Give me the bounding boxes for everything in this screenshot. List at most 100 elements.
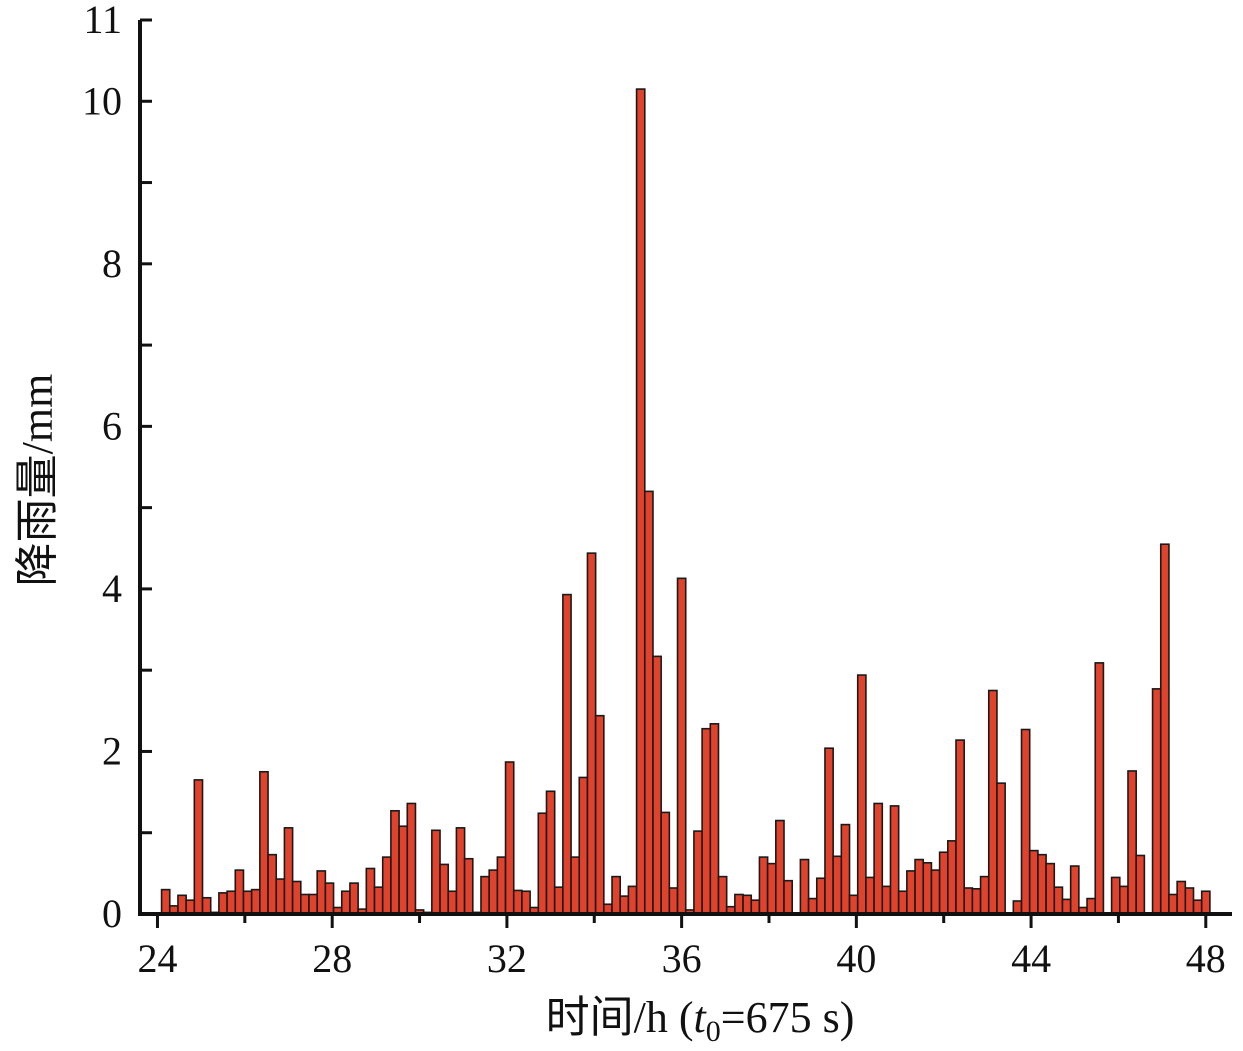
bar-37 [463,857,474,915]
bar-106 [1028,849,1039,915]
bar-87 [873,802,884,915]
bar-108 [1045,862,1056,915]
x-axis-title: 时间/h (t0=675 s) [546,993,855,1048]
bar-66 [701,727,712,915]
bar-55 [611,875,622,915]
bar-84 [848,894,859,915]
bar-122 [1159,543,1170,915]
bar-116 [1110,876,1121,915]
bar-70 [734,893,744,915]
bar-39 [480,875,490,915]
bar-79 [807,897,818,915]
bar-124 [1176,880,1187,915]
bar-48 [553,886,564,915]
bar-20 [324,882,335,915]
bar-119 [1135,854,1146,915]
bar-30 [406,802,417,915]
bar-16 [291,880,302,915]
bar-4 [193,779,204,915]
bar-2 [177,894,187,915]
bar-series [160,88,1211,915]
bar-40 [488,869,499,915]
bar-8 [226,890,237,915]
x-tick-label: 32 [487,936,527,981]
bar-18 [308,893,318,915]
bar-101 [987,689,998,915]
bar-26 [373,886,384,915]
bar-72 [750,899,761,915]
bar-35 [447,890,458,915]
bar-47 [545,790,556,915]
bar-11 [250,888,261,915]
bar-3 [185,899,196,915]
bar-58 [635,88,646,915]
bar-83 [840,823,851,915]
bar-111 [1069,865,1080,915]
x-axis-ticks: 24 28 32 36 40 44 48 [137,914,1226,981]
bar-36 [455,827,466,915]
bar-89 [889,805,900,915]
x-tick-label: 48 [1186,936,1226,981]
bar-23 [349,882,359,915]
bar-10 [242,890,253,915]
bar-90 [897,890,908,915]
bar-85 [856,674,867,915]
x-axis-title-main: 时间/h ( [546,993,694,1042]
x-axis-title-sub: 0 [706,1015,721,1048]
bar-127 [1200,890,1211,915]
bar-117 [1119,885,1129,915]
bar-43 [512,889,523,915]
bar-52 [586,552,597,915]
bar-12 [259,770,269,915]
bar-27 [381,856,392,915]
bar-73 [758,856,769,915]
x-tick-label: 28 [312,936,352,981]
bar-76 [783,879,794,915]
bar-82 [832,855,843,915]
bar-81 [824,747,834,915]
bar-123 [1168,893,1178,915]
bar-91 [906,870,916,915]
bar-126 [1192,899,1203,915]
bar-28 [390,809,400,915]
x-tick-label: 24 [137,936,177,981]
bar-95 [938,851,949,915]
y-tick-label: 2 [102,728,122,773]
axes [138,20,1232,916]
bar-61 [660,811,671,915]
bar-92 [914,858,925,915]
bar-67 [709,723,720,915]
bar-60 [652,655,662,915]
bar-71 [742,894,753,915]
bar-51 [578,776,589,915]
bar-102 [996,782,1006,915]
bar-62 [668,887,679,915]
bar-0 [160,888,171,915]
bar-57 [627,885,638,915]
bar-114 [1094,662,1105,915]
bar-65 [693,830,703,915]
bar-41 [496,856,507,915]
x-axis-title-var: t [694,993,708,1042]
y-axis-ticks: 0 2 4 6 8 10 11 [82,0,152,936]
bar-5 [201,896,212,915]
bar-13 [267,853,278,915]
bar-7 [218,892,228,915]
y-tick-label: 6 [102,403,122,448]
bar-19 [316,870,327,915]
bar-96 [947,840,957,915]
bar-100 [979,875,990,915]
bar-34 [439,863,450,915]
bar-109 [1053,886,1064,915]
bar-22 [340,890,351,915]
bar-113 [1086,897,1097,915]
bar-74 [766,862,777,915]
bar-44 [521,890,531,915]
bar-88 [881,885,892,915]
bar-118 [1127,770,1137,915]
bar-93 [922,861,933,915]
bar-14 [275,878,286,915]
bar-33 [431,829,441,915]
bar-9 [234,869,245,915]
